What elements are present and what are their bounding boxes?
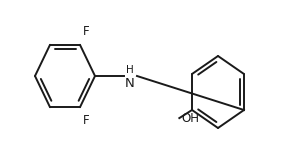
Text: OH: OH bbox=[181, 112, 199, 125]
Text: F: F bbox=[83, 114, 90, 127]
Text: F: F bbox=[83, 25, 90, 38]
Text: N: N bbox=[125, 77, 135, 90]
Text: H: H bbox=[126, 65, 134, 75]
